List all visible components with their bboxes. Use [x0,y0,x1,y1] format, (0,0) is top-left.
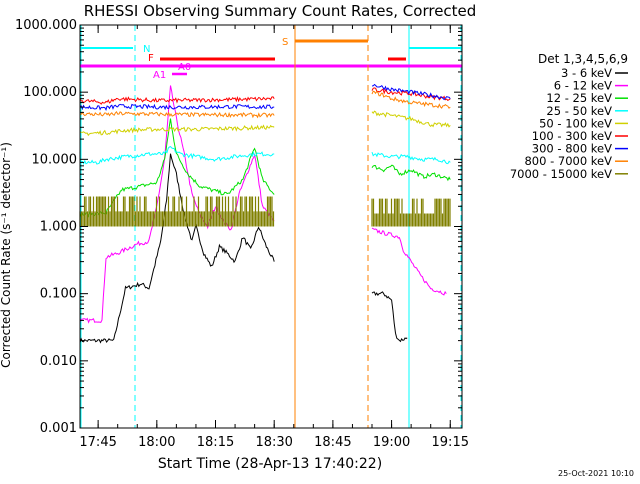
series-800-7000-kev-line [79,110,275,119]
series-6-12-kev-line [371,227,447,296]
x-tick-label: 17:45 [79,435,116,450]
x-axis-label: Start Time (28-Apr-13 17:40:22) [158,456,382,472]
y-tick-label: 0.100 [40,287,77,302]
y-tick-label: 10.000 [32,152,78,167]
flag-label: S [282,37,288,48]
x-tick-label: 19:15 [432,435,469,450]
series-layer [79,83,451,344]
series-300-800-kev-line [371,83,451,101]
series-25-50-kev-line [371,151,451,165]
axes: 0.001 0.010 0.100 1.000 10.000 100.000 1000.00… [15,18,469,450]
y-tick-label: 100.000 [23,85,77,100]
y-tick-label: 1.000 [40,220,77,235]
y-tick-label: 1000.000 [15,18,77,33]
chart-title: RHESSI Observing Summary Count Rates, Co… [84,2,477,20]
series-7000-15000-kev-band [371,198,451,227]
series-100-300-kev-line [79,95,275,105]
x-tick-label: 18:45 [314,435,351,450]
x-tick-label: 18:15 [197,435,234,450]
x-tick-label: 18:00 [138,435,175,450]
y-tick-label: 0.010 [40,354,77,369]
y-axis-label: Corrected Count Rate (s⁻¹ detector⁻¹) [0,142,13,368]
legend-entry-label: 800 - 7000 keV [524,154,612,168]
series-50-100-kev-line [79,124,275,137]
series-25-50-kev-line [79,145,275,165]
legend-entry-label: 6 - 12 keV [554,79,612,93]
legend-entry-label: 3 - 6 keV [561,66,612,80]
legend-entry-label: 7000 - 15000 keV [510,167,612,181]
series-6-12-kev-line [79,85,275,324]
flag-label: A0 [178,62,191,73]
series-3-6-kev-line [371,291,408,343]
series-3-6-kev-line [79,153,275,344]
legend-entry-label: 25 - 50 keV [546,104,612,118]
timestamp-label: 25-Oct-2021 10:10 [558,469,634,478]
y-tick-label: 0.001 [40,421,77,436]
series-12-25-kev-line [371,164,451,182]
series-7000-15000-kev-band [79,196,275,227]
series-50-100-kev-line [371,110,451,128]
legend-entry-label: 300 - 800 keV [532,142,612,156]
x-tick-label: 18:30 [255,435,292,450]
legend-entry-label: 50 - 100 keV [539,116,612,130]
legend-title: Det 1,3,4,5,6,9 [538,52,628,66]
series-800-7000-kev-line [371,90,451,109]
series-300-800-kev-line [79,103,275,111]
legend-entry-label: 12 - 25 keV [546,91,612,105]
flag-label: F [148,53,154,64]
flag-label: A1 [153,70,166,81]
flag-label: N [143,44,150,55]
legend-entry-label: 100 - 300 keV [532,129,612,143]
x-tick-label: 19:00 [373,435,410,450]
